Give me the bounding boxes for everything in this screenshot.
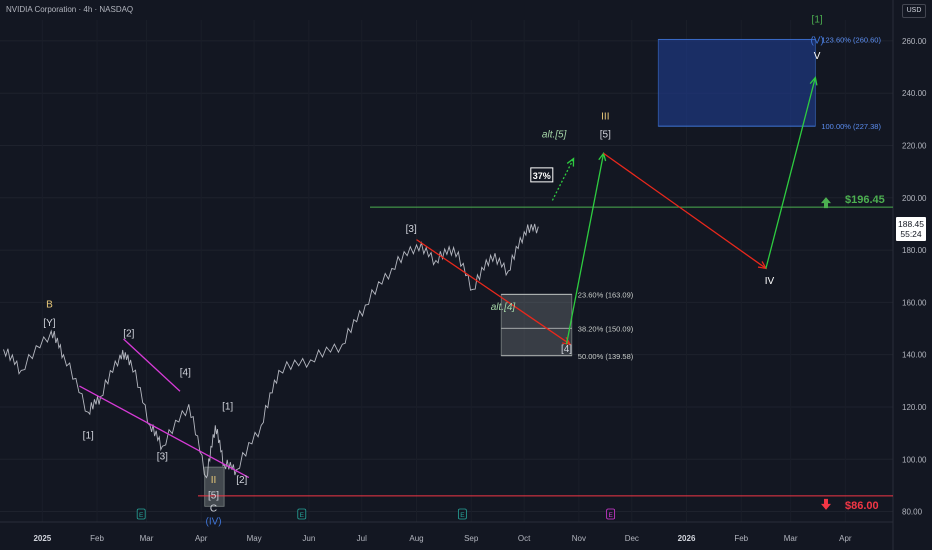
triangle-boundary (79, 385, 250, 479)
wave-label: II (211, 475, 217, 486)
wave-label: [5] (600, 130, 611, 141)
x-tick-label: 2025 (33, 534, 51, 543)
earnings-marker-icon (457, 508, 467, 520)
fib-level-label: 38.20% (150.09) (578, 324, 634, 333)
wave-label: [2] (236, 475, 247, 486)
x-tick-label: Apr (839, 534, 852, 543)
wave-label: [5] (208, 490, 219, 501)
projection-path (603, 152, 767, 269)
y-tick-label: 140.00 (902, 351, 927, 360)
x-tick-label: Jul (357, 534, 367, 543)
y-tick-label: 100.00 (902, 455, 927, 464)
x-tick-label: Feb (734, 534, 748, 543)
fib-level-label: 100.00% (227.38) (821, 122, 881, 131)
projection-path (416, 239, 571, 345)
x-tick-label: Feb (90, 534, 104, 543)
earnings-marker-text: E (139, 512, 144, 519)
y-tick-label: 120.00 (902, 403, 927, 412)
earnings-marker-icon (606, 508, 616, 520)
wave-label: [1] (812, 15, 823, 26)
x-tick-label: Oct (518, 534, 531, 543)
wave-label: [1] (222, 402, 233, 413)
chart-title: NVIDIA Corporation · 4h · NASDAQ (6, 5, 134, 14)
fib-level-label: 50.00% (139.58) (578, 352, 634, 361)
probability-badge-text: 37% (533, 171, 551, 181)
wave-label: B (46, 300, 53, 311)
current-price-text: 188.45 (898, 219, 924, 229)
fib-zone-target (657, 38, 816, 127)
x-tick-label: May (247, 534, 262, 543)
projection-path (565, 153, 605, 345)
y-tick-label: 200.00 (902, 194, 927, 203)
x-tick-label: Sep (464, 534, 479, 543)
wave-label: [2] (123, 328, 134, 339)
wave-label: V (814, 51, 821, 62)
wave-label: [3] (406, 224, 417, 235)
level-label: $86.00 (845, 500, 879, 512)
x-tick-label: 2026 (678, 534, 696, 543)
y-tick-label: 240.00 (902, 89, 927, 98)
x-tick-label: Dec (625, 534, 639, 543)
wave-label: [4] (180, 368, 191, 379)
wave-label: IV (765, 276, 775, 287)
alt-projection-path (551, 158, 575, 201)
fib-level-label: 123.60% (260.60) (821, 35, 881, 44)
y-tick-label: 180.00 (902, 246, 927, 255)
triangle-boundary (123, 338, 181, 392)
wave-label: (IV) (205, 517, 221, 528)
y-tick-label: 160.00 (902, 298, 927, 307)
y-tick-label: 260.00 (902, 37, 927, 46)
projection-path-head (598, 151, 607, 162)
fib-level-label: 23.60% (163.09) (578, 290, 634, 299)
probability-badge (530, 167, 554, 183)
wave-label: [3] (157, 451, 168, 462)
x-tick-label: Mar (140, 534, 154, 543)
y-tick-label: 80.00 (902, 508, 923, 517)
x-tick-label: Jun (302, 534, 315, 543)
wave-label: alt.[5] (542, 130, 567, 141)
wave-label: (V) (810, 36, 823, 47)
y-tick-label: 220.00 (902, 142, 927, 151)
projection-path (765, 77, 816, 269)
arrow-up-icon (821, 197, 831, 209)
earnings-marker-text: E (300, 512, 305, 519)
alt-projection-path-head (566, 157, 575, 167)
x-tick-label: Mar (784, 534, 798, 543)
earnings-marker-text: E (608, 512, 613, 519)
fib-zone-wave4 (500, 293, 573, 357)
x-tick-label: Nov (572, 534, 586, 543)
wave-label: alt.[4] (491, 302, 516, 313)
fib-zone-wave2 (204, 466, 225, 507)
projection-path-head (809, 76, 818, 86)
wave-label: C (210, 504, 217, 515)
level-label: $196.45 (845, 194, 885, 206)
currency-badge[interactable]: USD (902, 4, 926, 18)
bar-countdown-text: 55:24 (900, 229, 922, 239)
wave-label: [Y] (43, 318, 55, 329)
earnings-marker-icon (297, 508, 307, 520)
earnings-marker-text: E (460, 512, 465, 519)
price-line (3, 223, 539, 479)
current-price-tag (896, 216, 926, 241)
wave-label: [1] (83, 430, 94, 441)
earnings-marker-icon (136, 508, 146, 520)
wave-label: [4] (561, 344, 572, 355)
wave-label: III (601, 111, 609, 122)
x-tick-label: Apr (195, 534, 208, 543)
x-tick-label: Aug (409, 534, 423, 543)
arrow-down-icon (821, 498, 831, 510)
